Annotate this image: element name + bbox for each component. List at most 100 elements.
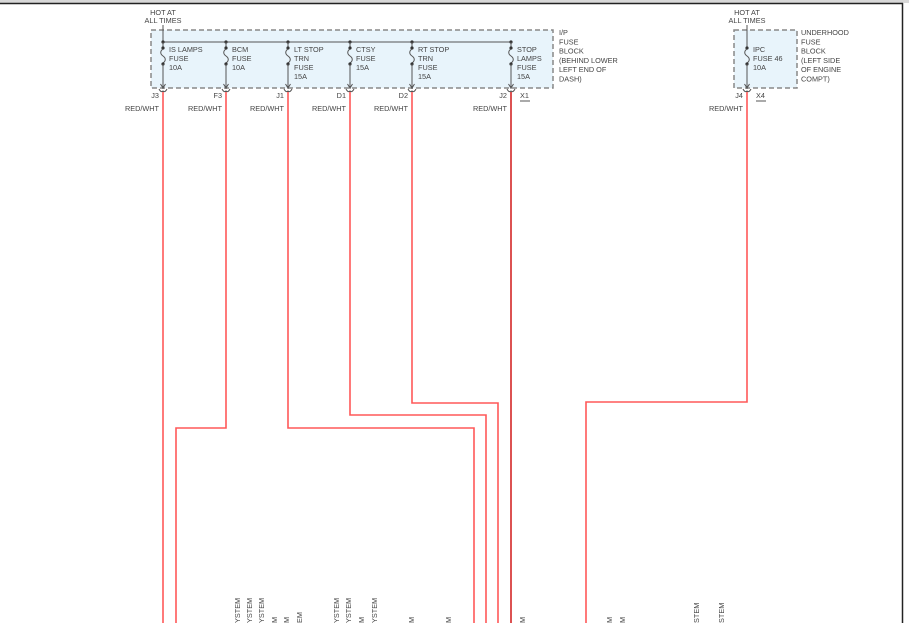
component-label: YSTEM: [332, 598, 341, 623]
fuse-label: 15A: [294, 72, 307, 81]
component-label: M: [407, 617, 416, 623]
fuse-block-title: DASH): [559, 75, 582, 84]
component-label: EM: [295, 612, 304, 623]
component-label: M: [282, 617, 291, 623]
fuse-label: IPC: [753, 45, 765, 54]
connector-icon: [407, 88, 417, 93]
fuse-label: BCM: [232, 45, 248, 54]
fuse-label: FUSE: [517, 63, 537, 72]
fuse-icon: [347, 48, 353, 64]
fuse-terminal: [224, 46, 228, 50]
wire-color-label: RED/WHT: [250, 104, 285, 113]
fuse-label: FUSE: [356, 54, 376, 63]
fuse-terminal: [745, 46, 749, 50]
connector-id: X4: [756, 91, 765, 100]
arrow-icon: [347, 83, 353, 89]
connector-icon: [742, 88, 752, 93]
pin-label: J1: [276, 91, 284, 100]
fuse-block-title: OF ENGINE: [801, 65, 841, 74]
fuse-icon: [409, 48, 415, 64]
fuse-icon: [508, 48, 514, 64]
fuse-label: LT STOP: [294, 45, 324, 54]
fuse-terminal: [410, 46, 414, 50]
hot-at-all-times-label: HOT AT: [150, 8, 176, 17]
wire-color-label: RED/WHT: [125, 104, 160, 113]
arrow-icon: [508, 83, 514, 89]
fuse-label: 15A: [356, 63, 369, 72]
component-label: M: [444, 617, 453, 623]
fuse-terminal: [509, 46, 513, 50]
arrow-icon: [223, 83, 229, 89]
fuse-label: FUSE: [294, 63, 314, 72]
fuse-icon: [223, 48, 229, 64]
connector-icon: [283, 88, 293, 93]
hot-at-all-times-label: ALL TIMES: [729, 16, 766, 25]
hot-at-all-times-label: HOT AT: [734, 8, 760, 17]
fuse-label: LAMPS: [517, 54, 542, 63]
fuse-block-title: LEFT END OF: [559, 65, 607, 74]
wire: [175, 92, 227, 623]
arrow-icon: [409, 83, 415, 89]
wire-color-label: RED/WHT: [188, 104, 223, 113]
fuse-label: RT STOP: [418, 45, 449, 54]
fuse-icon: [285, 48, 291, 64]
arrow-icon: [744, 83, 750, 89]
component-label: M: [357, 617, 366, 623]
fuse-label: FUSE 46: [753, 54, 783, 63]
fuse-block-title: BLOCK: [801, 47, 826, 56]
fuse-block-title: FUSE: [801, 37, 821, 46]
bottom-labels: YSTEM YSTEM YSTEM M M EM YSTEM YSTEM M YSTEM M M M M M…: [233, 598, 726, 623]
connector-icon: [345, 88, 355, 93]
fuse-block-title: FUSE: [559, 37, 579, 46]
fuse-icon: [160, 48, 166, 64]
wire-color-label: RED/WHT: [374, 104, 409, 113]
wire: [287, 92, 475, 623]
wires: [162, 92, 748, 623]
connector-icon: [506, 88, 516, 93]
fuse-label: FUSE: [169, 54, 189, 63]
fuse-block-outline: [733, 29, 798, 89]
fuse-block-title: BLOCK: [559, 47, 584, 56]
wire-color-label: RED/WHT: [312, 104, 347, 113]
fuse-label: TRN: [418, 54, 433, 63]
component-label: YSTEM: [245, 598, 254, 623]
wire-color-label: RED/WHT: [473, 104, 508, 113]
wire-color-label: RED/WHT: [709, 104, 744, 113]
component-label: M: [618, 617, 627, 623]
connector-icon: [158, 88, 168, 93]
fuse-terminal: [348, 46, 352, 50]
component-label: STEM: [692, 603, 701, 623]
fuse-label: CTSY: [356, 45, 376, 54]
fuse-block-title: (LEFT SIDE: [801, 56, 840, 65]
fuse-label: 15A: [517, 72, 530, 81]
component-label: M: [270, 617, 279, 623]
fuse-label: FUSE: [232, 54, 252, 63]
fuse-label: STOP: [517, 45, 537, 54]
fuse-terminal: [161, 46, 165, 50]
pin-label: J4: [735, 91, 743, 100]
fuse-block-title: COMPT): [801, 75, 830, 84]
component-label: M: [605, 617, 614, 623]
fuse-label: FUSE: [418, 63, 438, 72]
wire: [585, 92, 748, 623]
fuse-icon: [744, 48, 750, 64]
component-label: YSTEM: [370, 598, 379, 623]
connector-icon: [221, 88, 231, 93]
pin-label: J2: [499, 91, 507, 100]
pin-label: F3: [213, 91, 222, 100]
fuse-label: IS LAMPS: [169, 45, 203, 54]
component-label: STEM: [717, 603, 726, 623]
component-label: M: [518, 617, 527, 623]
fuse-label: 10A: [232, 63, 245, 72]
component-label: YSTEM: [257, 598, 266, 623]
pin-label: D2: [399, 91, 408, 100]
fuse-label: 10A: [753, 63, 766, 72]
fuse-block-title: I/P: [559, 28, 568, 37]
